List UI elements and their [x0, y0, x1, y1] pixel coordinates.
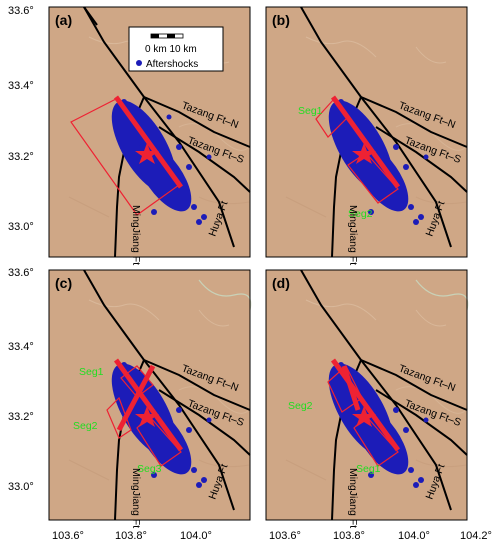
lat-axis-bottom: 33.6° 33.4° 33.2° 33.0° — [8, 267, 34, 493]
segment-label: Seg2 — [288, 400, 313, 412]
epicenter-star-icon — [135, 406, 159, 427]
lat-tick: 33.4° — [8, 80, 34, 92]
panel-d: (d) Seg2 Seg1 Tazang Ft–N Tazang Ft–S Mi… — [265, 269, 469, 528]
scale-bar-label: 0 km 10 km — [145, 44, 197, 55]
panel-a: 0 km 10 km Aftershocks (a) Tazang Ft–N T… — [48, 6, 251, 265]
lon-axis: 103.6° 103.8° 104.0° 103.6° 103.8° 104.0… — [52, 530, 492, 542]
epicenter-star-icon — [352, 143, 376, 164]
lat-tick: 33.4° — [8, 341, 34, 353]
legend: 0 km 10 km Aftershocks — [128, 26, 224, 72]
label-minjiang: MingJiang Ft — [347, 468, 359, 528]
lat-tick: 33.6° — [8, 267, 34, 279]
panel-label: (d) — [272, 275, 290, 291]
segment-label: Seg2 — [348, 208, 373, 220]
segment-label: Seg2 — [73, 420, 98, 432]
label-minjiang: MingJiang Ft — [130, 205, 142, 265]
segment-label: Seg1 — [79, 366, 104, 378]
rupture-model — [70, 95, 184, 216]
panel-b: (b) Seg1 Seg2 Tazang Ft–N Tazang Ft–S Mi… — [265, 6, 468, 265]
lon-tick: 104.2° — [460, 530, 492, 542]
panel-label: (c) — [55, 275, 72, 291]
panel-label: (a) — [55, 12, 72, 28]
segment-label: Seg1 — [356, 463, 381, 475]
label-minjiang: MingJiang Ft — [347, 205, 359, 265]
lon-tick: 104.0° — [398, 530, 430, 542]
label-minjiang: MingJiang Ft — [130, 468, 142, 528]
epicenter-star-icon — [135, 143, 159, 164]
lat-tick: 33.0° — [8, 481, 34, 493]
lat-tick: 33.2° — [8, 411, 34, 423]
panel-label: (b) — [272, 12, 290, 28]
lat-tick: 33.2° — [8, 151, 34, 163]
legend-aftershocks: Aftershocks — [146, 59, 198, 70]
segment-label: Seg3 — [137, 463, 162, 475]
panel-c: (c) Seg1 Seg2 Seg3 Tazang Ft–N Tazang Ft… — [48, 269, 252, 528]
lon-tick: 103.8° — [115, 530, 147, 542]
lat-tick: 33.0° — [8, 221, 34, 233]
segment-label: Seg1 — [298, 105, 323, 117]
lon-tick: 103.6° — [269, 530, 301, 542]
lat-tick: 33.6° — [8, 5, 34, 17]
lat-axis-top: 33.6° 33.4° 33.2° 33.0° — [8, 5, 34, 233]
epicenter-star-icon — [352, 406, 376, 427]
lon-tick: 104.0° — [180, 530, 212, 542]
lon-tick: 103.6° — [52, 530, 84, 542]
lon-tick: 103.8° — [333, 530, 365, 542]
